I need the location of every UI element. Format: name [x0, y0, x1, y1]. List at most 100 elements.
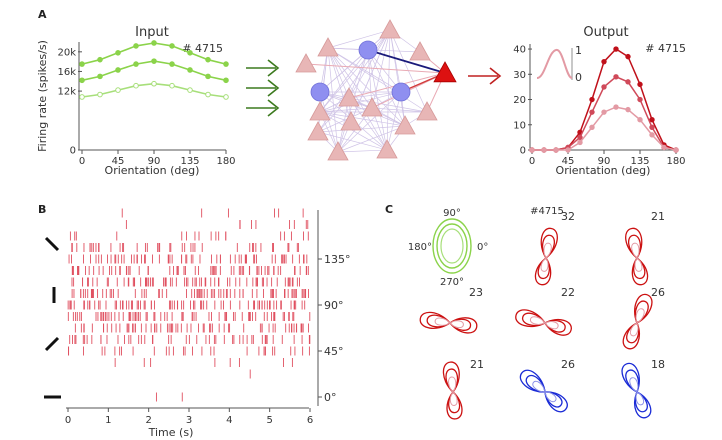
- network-edge: [327, 47, 373, 109]
- excitatory-neuron-icon: [327, 141, 349, 161]
- arrow-right-icon: [468, 67, 502, 85]
- output-y-tick-label: 40: [513, 45, 526, 56]
- input-y-tick-label: 12k: [57, 87, 76, 98]
- polar-contour: [419, 311, 478, 334]
- output-y-tick-label: 20: [513, 95, 526, 106]
- output-data-point: [577, 139, 583, 146]
- network-edge: [319, 91, 339, 153]
- output-data-point: [601, 109, 607, 115]
- arrow-right-icon: [246, 59, 280, 77]
- output-x-tick-label: 0: [529, 156, 535, 167]
- input-data-point: [97, 73, 103, 80]
- input-data-point: [133, 82, 139, 89]
- network-edge: [317, 107, 373, 133]
- network-edge: [319, 91, 406, 127]
- output-x-label: Orientation (deg): [556, 164, 651, 177]
- input-data-point: [79, 94, 85, 100]
- inhibitory-neuron-icon: [358, 40, 378, 60]
- polar-legend-180: 180°: [408, 242, 432, 253]
- polar-legend-0: 0°: [477, 242, 488, 253]
- raster-orientation-label: 135°: [324, 253, 351, 266]
- raster-x-tick-label: 2: [145, 415, 151, 426]
- polar-contour: [537, 234, 555, 280]
- input-x-tick-label: 90: [148, 156, 161, 167]
- output-data-point: [625, 53, 631, 60]
- input-data-point: [187, 50, 193, 56]
- output-data-point: [589, 96, 595, 103]
- arrow-right-icon: [246, 79, 280, 97]
- output-y-tick-label: 0: [520, 146, 526, 157]
- raster-x-tick-label: 3: [186, 415, 192, 426]
- input-data-point: [151, 58, 157, 64]
- bar-135-icon: [44, 236, 60, 252]
- output-y-tick-label: 30: [513, 70, 526, 81]
- polar-legend-90: 90°: [443, 208, 461, 219]
- input-data-point: [115, 67, 121, 73]
- polar-contour: [625, 369, 648, 413]
- output-data-point: [649, 117, 655, 123]
- output-data-point: [601, 58, 607, 65]
- polar-contour: [522, 312, 566, 333]
- input-data-point: [169, 82, 175, 89]
- output-data-point: [649, 132, 655, 138]
- polar-contour: [626, 300, 649, 344]
- polar-contour: [629, 377, 645, 406]
- polar-tuning-shape: [625, 227, 649, 286]
- bar-45-icon: [44, 336, 60, 352]
- polar-contour: [621, 362, 652, 419]
- excitatory-neuron-icon: [317, 37, 339, 57]
- raster-x-tick-label: 1: [105, 415, 111, 426]
- raster-plot: 0 1 2 3 4 5 6 135° 90° 45° 0° Time (s): [44, 208, 351, 439]
- output-data-point: [541, 147, 547, 153]
- input-data-point: [223, 94, 229, 100]
- input-x-label: Orientation (deg): [105, 164, 200, 177]
- excitatory-neuron-icon: [309, 101, 331, 121]
- input-data-point: [223, 77, 229, 84]
- polar-tuning-shape: [442, 361, 463, 420]
- inset-tuning-icon: 1 0: [536, 44, 582, 84]
- arrow-right-icon: [246, 99, 280, 117]
- output-data-point: [625, 79, 631, 85]
- input-data-point: [187, 87, 193, 93]
- excitatory-neuron-icon: [307, 121, 329, 141]
- polar-tuning-shape: [622, 293, 653, 350]
- raster-x-tick-label: 5: [266, 415, 272, 426]
- polar-cell-count: 18: [651, 358, 665, 371]
- input-data-point: [133, 43, 139, 49]
- polar-tuning-shape: [419, 311, 478, 334]
- network-edge-strong: [367, 49, 446, 74]
- output-data-point: [577, 134, 583, 141]
- input-data-point: [151, 80, 157, 87]
- input-x-tick-label: 180: [216, 156, 235, 167]
- excitatory-neuron-icon: [409, 41, 431, 61]
- output-x-tick-label: 45: [562, 156, 575, 167]
- excitatory-neuron-icon: [295, 53, 317, 73]
- output-data-point: [625, 106, 631, 113]
- polar-contour: [448, 376, 458, 406]
- input-y-label: Firing rate (spikes/s): [36, 40, 49, 152]
- input-data-point: [205, 73, 211, 80]
- input-data-point: [115, 50, 121, 56]
- panel-label-b: B: [38, 203, 46, 216]
- network-edge: [389, 29, 402, 93]
- output-data-point: [589, 109, 595, 115]
- input-data-point: [205, 91, 211, 98]
- network-edge: [348, 97, 388, 151]
- polar-panel: 90° 180° 0° 270° #4715 32 21 23 22 26 21 26 18: [408, 206, 665, 420]
- polar-tuning-shape: [534, 227, 558, 286]
- network-edge: [305, 63, 446, 74]
- excitatory-neuron-icon: [338, 87, 360, 107]
- polar-contour: [426, 314, 472, 331]
- network-edge: [348, 97, 428, 113]
- polar-tuning-shape: [519, 369, 568, 413]
- network-edge: [319, 107, 373, 113]
- inset-tick-top: 1: [575, 44, 582, 57]
- network-edge: [319, 111, 388, 151]
- input-data-point: [169, 61, 175, 67]
- output-data-point: [637, 81, 643, 88]
- excitatory-neuron-icon: [361, 97, 383, 117]
- panel-label-a: A: [38, 8, 47, 21]
- raster-orientation-label: 0°: [324, 391, 337, 404]
- raster-orientation-label: 45°: [324, 345, 344, 358]
